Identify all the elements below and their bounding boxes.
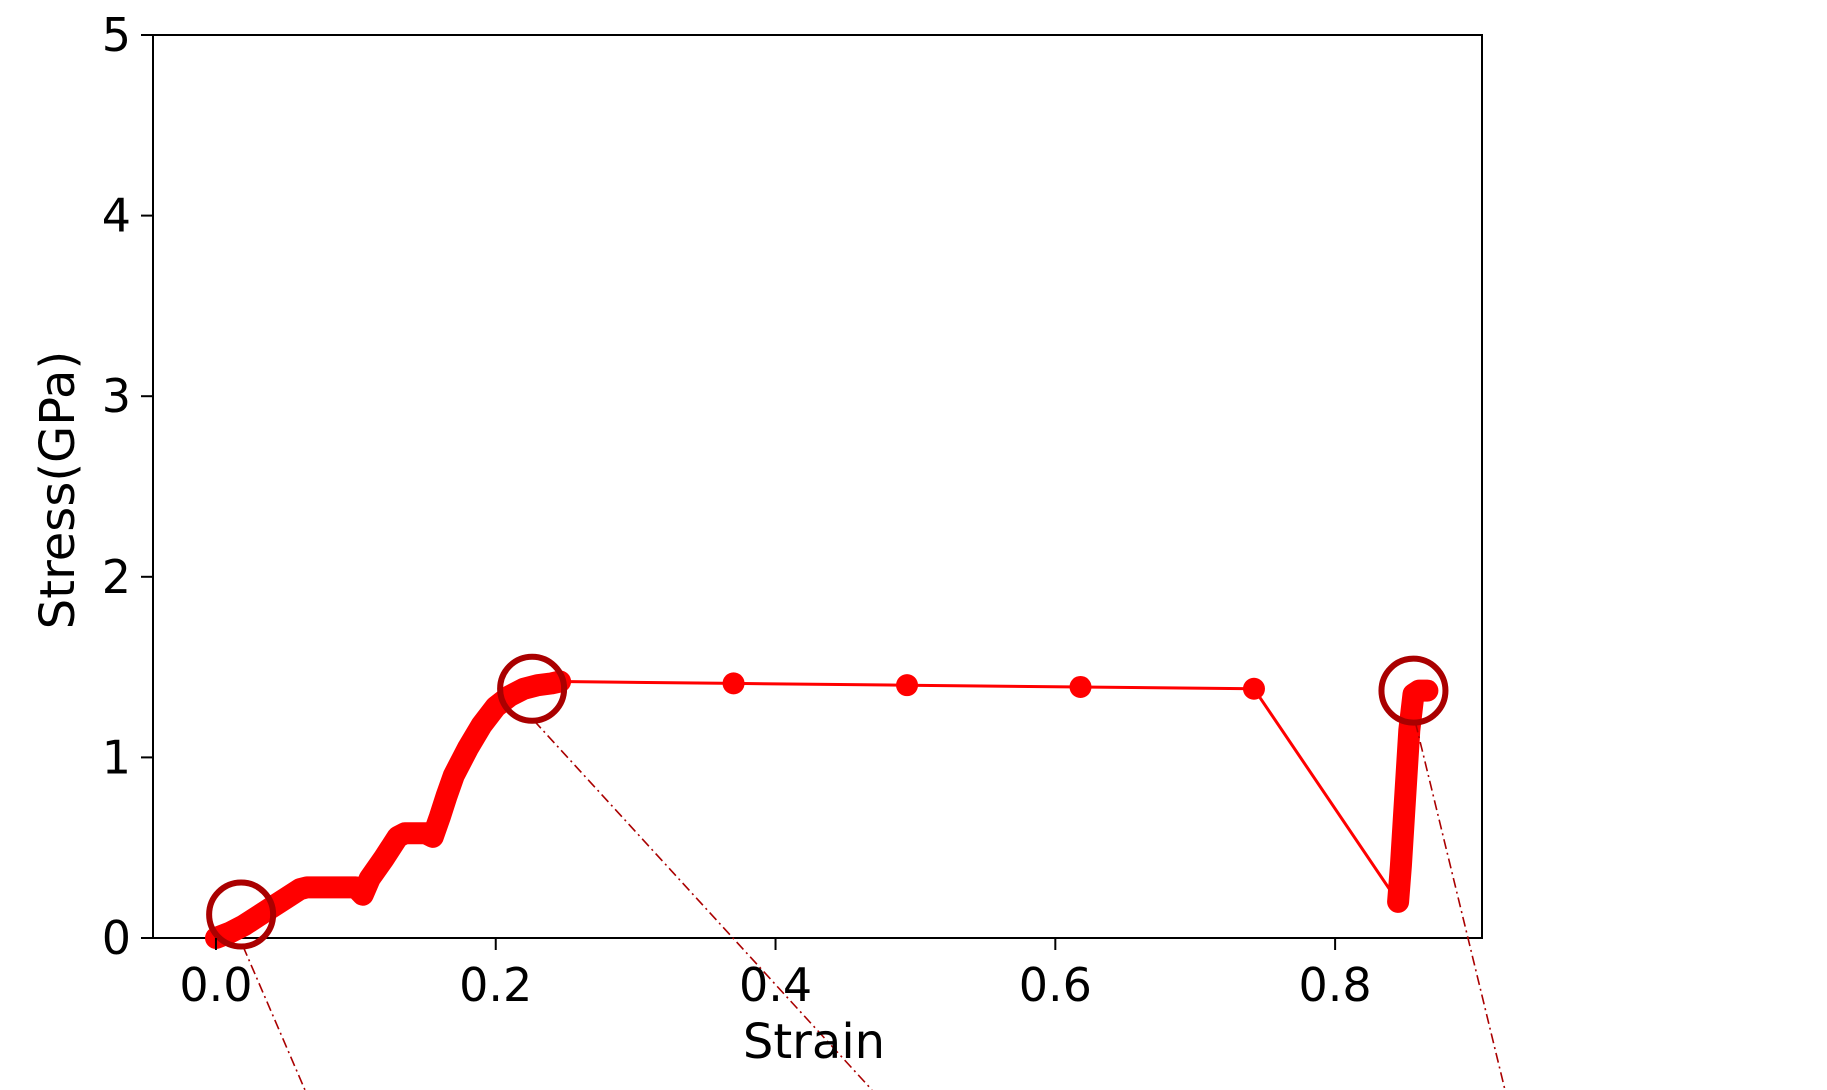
plot-area: [152, 34, 1483, 950]
leader-line: [242, 946, 306, 1090]
y-tick-label: 0: [102, 911, 131, 965]
y-axis-label: Stress(GPa): [30, 351, 86, 629]
leader-line: [533, 720, 873, 1090]
y-axis-ticks: 0 1 2 3 4 5: [102, 8, 153, 965]
data-point: [896, 674, 919, 697]
data-point: [722, 672, 745, 695]
x-tick-label: 0.2: [459, 958, 532, 1012]
y-tick-label: 4: [102, 189, 131, 243]
y-tick-label: 3: [102, 369, 131, 423]
series-dense-segment: [1387, 679, 1439, 913]
y-tick-label: 2: [102, 550, 131, 604]
x-tick-label: 0.6: [1019, 958, 1092, 1012]
data-point: [1069, 675, 1092, 698]
x-axis-ticks: 0.0 0.2 0.4 0.6 0.8: [179, 938, 1372, 1012]
series-dense-segment: [205, 670, 572, 949]
plot-frame: [152, 34, 1483, 939]
x-tick-label: 0.4: [739, 958, 812, 1012]
y-tick-label: 1: [102, 730, 131, 784]
highlight-circle: [1378, 655, 1449, 726]
highlight-circle: [497, 653, 568, 724]
data-point: [1242, 677, 1265, 700]
leader-line: [1414, 722, 1506, 1090]
x-tick-label: 0.8: [1299, 958, 1372, 1012]
highlight-circle: [206, 879, 277, 950]
x-tick-label: 0.0: [179, 958, 252, 1012]
series-line: [214, 680, 1429, 940]
leader-lines: [242, 720, 1506, 1090]
x-axis-label: Strain: [743, 1014, 885, 1070]
y-tick-label: 5: [102, 8, 131, 62]
